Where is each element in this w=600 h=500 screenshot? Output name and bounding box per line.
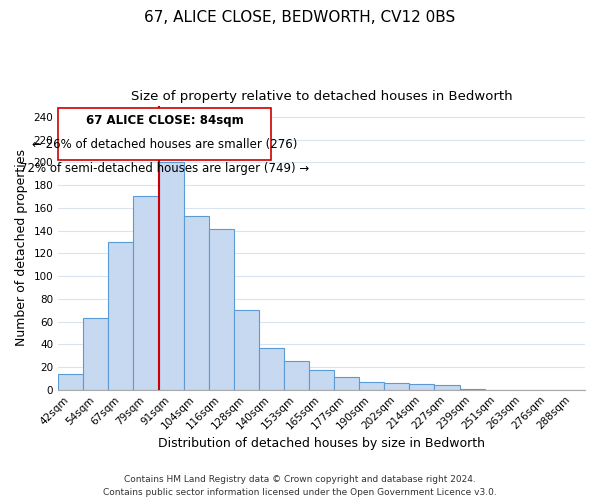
Bar bbox=[109, 242, 133, 390]
Bar bbox=[234, 310, 259, 390]
Text: Contains HM Land Registry data © Crown copyright and database right 2024.: Contains HM Land Registry data © Crown c… bbox=[124, 476, 476, 484]
Text: Contains public sector information licensed under the Open Government Licence v3: Contains public sector information licen… bbox=[103, 488, 497, 497]
Bar bbox=[83, 318, 109, 390]
Bar bbox=[385, 383, 409, 390]
Bar bbox=[209, 230, 234, 390]
Text: ← 26% of detached houses are smaller (276): ← 26% of detached houses are smaller (27… bbox=[32, 138, 298, 150]
Bar bbox=[133, 196, 158, 390]
Bar bbox=[359, 382, 385, 390]
Bar bbox=[259, 348, 284, 390]
Bar bbox=[334, 377, 359, 390]
Bar bbox=[434, 385, 460, 390]
FancyBboxPatch shape bbox=[58, 108, 271, 160]
Bar bbox=[460, 388, 485, 390]
Y-axis label: Number of detached properties: Number of detached properties bbox=[15, 149, 28, 346]
Title: Size of property relative to detached houses in Bedworth: Size of property relative to detached ho… bbox=[131, 90, 512, 103]
Bar bbox=[284, 362, 309, 390]
Text: 67, ALICE CLOSE, BEDWORTH, CV12 0BS: 67, ALICE CLOSE, BEDWORTH, CV12 0BS bbox=[145, 10, 455, 25]
Bar bbox=[409, 384, 434, 390]
Text: 67 ALICE CLOSE: 84sqm: 67 ALICE CLOSE: 84sqm bbox=[86, 114, 244, 126]
Bar bbox=[158, 162, 184, 390]
Bar bbox=[309, 370, 334, 390]
Bar bbox=[184, 216, 209, 390]
X-axis label: Distribution of detached houses by size in Bedworth: Distribution of detached houses by size … bbox=[158, 437, 485, 450]
Text: 72% of semi-detached houses are larger (749) →: 72% of semi-detached houses are larger (… bbox=[20, 162, 310, 175]
Bar bbox=[58, 374, 83, 390]
